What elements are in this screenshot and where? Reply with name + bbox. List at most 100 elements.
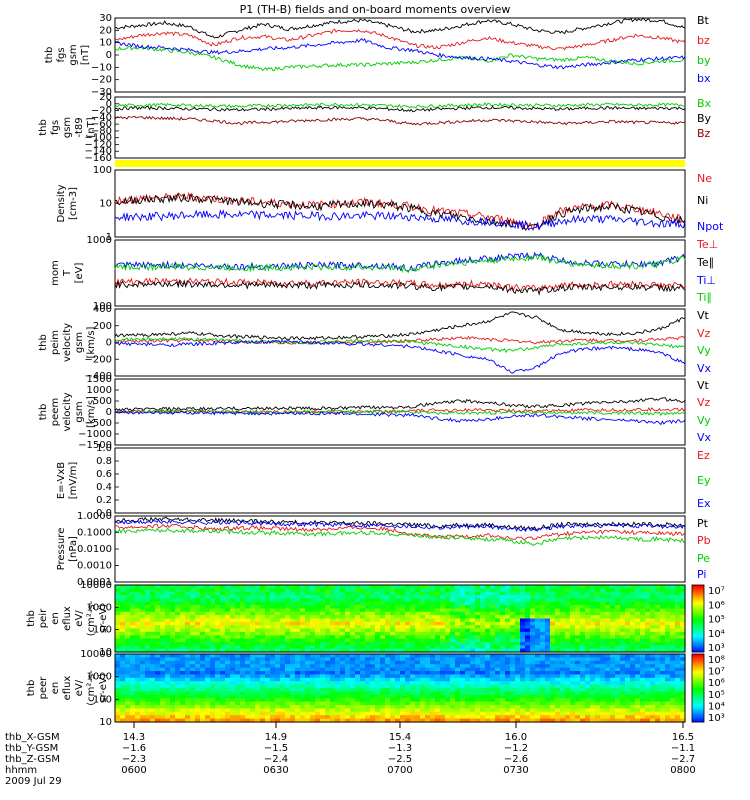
spectrogram-cell bbox=[645, 688, 651, 692]
y-tick-label: −500 bbox=[85, 418, 112, 429]
y-axis-label: thb peim velocity gsm [km/s] bbox=[38, 323, 97, 362]
spectrogram-cell bbox=[430, 595, 436, 599]
spectrogram-cell bbox=[195, 657, 201, 662]
spectrogram-cell bbox=[420, 674, 426, 679]
spectrogram-cell bbox=[255, 705, 261, 709]
spectrogram-cell bbox=[225, 598, 231, 603]
spectrogram-cell bbox=[560, 645, 566, 650]
spectrogram-cell bbox=[680, 611, 686, 616]
spectrogram-cell bbox=[120, 585, 126, 589]
spectrogram-cell bbox=[290, 605, 296, 610]
spectrogram-cell bbox=[225, 588, 231, 593]
spectrogram-cell bbox=[570, 608, 576, 613]
spectrogram-cell bbox=[335, 674, 341, 679]
spectrogram-cell bbox=[130, 698, 136, 703]
spectrogram-cell bbox=[215, 674, 221, 679]
spectrogram-cell bbox=[310, 660, 316, 665]
spectrogram-cell bbox=[510, 705, 516, 709]
spectrogram-cell bbox=[300, 628, 306, 633]
spectrogram-cell bbox=[175, 691, 181, 696]
spectrogram-cell bbox=[340, 595, 346, 599]
spectrogram-cell bbox=[625, 591, 631, 596]
spectrogram-cell bbox=[275, 684, 281, 689]
spectrogram-cell bbox=[595, 708, 601, 713]
spectrogram-cell bbox=[510, 601, 516, 606]
spectrogram-cell bbox=[185, 605, 191, 610]
spectrogram-cell bbox=[495, 585, 501, 589]
spectrogram-cell bbox=[350, 708, 356, 713]
spectrogram-cell bbox=[300, 674, 306, 679]
spectrogram-cell bbox=[505, 595, 511, 599]
spectrogram-cell bbox=[450, 598, 456, 603]
spectrogram-cell bbox=[155, 674, 161, 679]
spectrogram-cell bbox=[160, 677, 166, 682]
spectrogram-cell bbox=[315, 667, 321, 672]
spectrogram-cell bbox=[125, 601, 131, 606]
spectrogram-cell bbox=[160, 601, 166, 606]
spectrogram-cell bbox=[500, 708, 506, 713]
spectrogram-cell bbox=[410, 601, 416, 606]
spectrogram-cell bbox=[200, 677, 206, 682]
spectrogram-cell bbox=[335, 718, 341, 723]
spectrogram-cell bbox=[165, 664, 171, 669]
spectrogram-cell bbox=[635, 711, 641, 716]
spectrogram-cell bbox=[505, 654, 511, 658]
spectrogram-cell bbox=[650, 631, 656, 636]
spectrogram-cell bbox=[645, 648, 651, 653]
spectrogram-cell bbox=[365, 638, 371, 643]
spectrogram-cell bbox=[125, 638, 131, 643]
spectrogram-cell bbox=[660, 595, 666, 599]
spectrogram-cell bbox=[490, 601, 496, 606]
spectrogram-cell bbox=[630, 654, 636, 658]
spectrogram-cell bbox=[370, 654, 376, 658]
spectrogram-cell bbox=[480, 625, 486, 630]
spectrogram-cell bbox=[605, 645, 611, 650]
spectrogram-cell bbox=[675, 698, 681, 703]
spectrogram-cell bbox=[345, 654, 351, 658]
spectrogram-cell bbox=[605, 638, 611, 643]
spectrogram-cell bbox=[540, 698, 546, 703]
spectrogram-cell bbox=[675, 635, 681, 640]
spectrogram-cell bbox=[640, 591, 646, 596]
colorbar-cell bbox=[692, 647, 704, 651]
spectrogram-cell bbox=[125, 660, 131, 665]
spectrogram-cell bbox=[555, 625, 561, 630]
spectrogram bbox=[115, 585, 686, 653]
spectrogram-cell bbox=[680, 618, 686, 623]
spectrogram-cell bbox=[265, 701, 271, 706]
spectrogram-cell bbox=[535, 691, 541, 696]
spectrogram-cell bbox=[405, 588, 411, 593]
spectrogram-cell bbox=[675, 657, 681, 662]
spectrogram-cell bbox=[475, 705, 481, 709]
spectrogram-cell bbox=[415, 625, 421, 630]
spectrogram-cell bbox=[395, 588, 401, 593]
spectrogram-cell bbox=[480, 654, 486, 658]
spectrogram-cell bbox=[370, 638, 376, 643]
spectrogram-cell bbox=[440, 705, 446, 709]
spectrogram-cell bbox=[580, 648, 586, 653]
spectrogram-cell bbox=[230, 635, 236, 640]
spectrogram-cell bbox=[380, 705, 386, 709]
y-tick-label: −400 bbox=[85, 371, 112, 382]
spectrogram-cell bbox=[650, 677, 656, 682]
spectrogram-cell bbox=[520, 684, 526, 689]
spectrogram-cell bbox=[625, 711, 631, 716]
spectrogram-cell bbox=[125, 674, 131, 679]
spectrogram-cell bbox=[415, 621, 421, 626]
spectrogram-cell bbox=[435, 585, 441, 589]
spectrogram-cell bbox=[230, 638, 236, 643]
spectrogram-cell bbox=[660, 674, 666, 679]
spectrogram-cell bbox=[570, 691, 576, 696]
spectrogram-cell bbox=[450, 588, 456, 593]
spectrogram-cell bbox=[400, 708, 406, 713]
spectrogram-cell bbox=[125, 694, 131, 699]
spectrogram-cell bbox=[440, 694, 446, 699]
spectrogram-cell bbox=[440, 608, 446, 613]
spectrogram-cell bbox=[620, 660, 626, 665]
spectrogram-cell bbox=[475, 621, 481, 626]
spectrogram-cell bbox=[505, 605, 511, 610]
spectrogram-cell bbox=[180, 715, 186, 720]
spectrogram-cell bbox=[230, 628, 236, 633]
spectrogram-cell bbox=[370, 701, 376, 706]
